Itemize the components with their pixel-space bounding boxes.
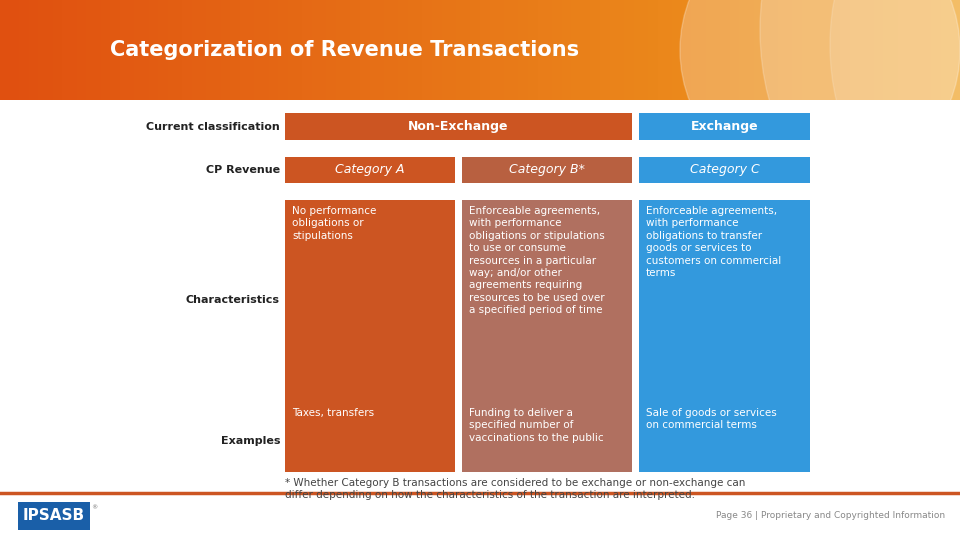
- Text: Category A: Category A: [335, 164, 405, 177]
- Bar: [462, 200, 632, 472]
- Text: IPSASB: IPSASB: [23, 509, 85, 523]
- Text: Category C: Category C: [689, 164, 759, 177]
- Text: Funding to deliver a
specified number of
vaccinations to the public: Funding to deliver a specified number of…: [469, 408, 604, 443]
- Text: CP Revenue: CP Revenue: [205, 165, 280, 175]
- Text: Sale of goods or services
on commercial terms: Sale of goods or services on commercial …: [646, 408, 777, 430]
- Text: Non-Exchange: Non-Exchange: [408, 120, 509, 133]
- Bar: [18, 502, 90, 530]
- Ellipse shape: [680, 0, 960, 190]
- Text: No performance
obligations or
stipulations: No performance obligations or stipulatio…: [292, 206, 376, 241]
- Text: Examples: Examples: [221, 436, 280, 446]
- Text: Current classification: Current classification: [146, 122, 280, 132]
- Bar: [462, 157, 632, 183]
- Text: ®: ®: [91, 505, 97, 510]
- Text: Taxes, transfers: Taxes, transfers: [292, 408, 374, 418]
- Bar: [285, 200, 455, 472]
- Text: Enforceable agreements,
with performance
obligations to transfer
goods or servic: Enforceable agreements, with performance…: [646, 206, 781, 278]
- Bar: [639, 200, 810, 472]
- Ellipse shape: [760, 0, 960, 205]
- Text: Categorization of Revenue Transactions: Categorization of Revenue Transactions: [110, 40, 579, 60]
- Bar: [639, 157, 810, 183]
- Ellipse shape: [830, 0, 960, 195]
- Text: Characteristics: Characteristics: [186, 295, 280, 305]
- Bar: [639, 113, 810, 140]
- Bar: [285, 113, 632, 140]
- Bar: [285, 157, 455, 183]
- Text: Exchange: Exchange: [690, 120, 758, 133]
- Text: Enforceable agreements,
with performance
obligations or stipulations
to use or c: Enforceable agreements, with performance…: [469, 206, 605, 315]
- Text: * Whether Category B transactions are considered to be exchange or non-exchange : * Whether Category B transactions are co…: [285, 478, 745, 500]
- Text: Category B*: Category B*: [509, 164, 585, 177]
- Text: Page 36 | Proprietary and Copyrighted Information: Page 36 | Proprietary and Copyrighted In…: [716, 511, 945, 521]
